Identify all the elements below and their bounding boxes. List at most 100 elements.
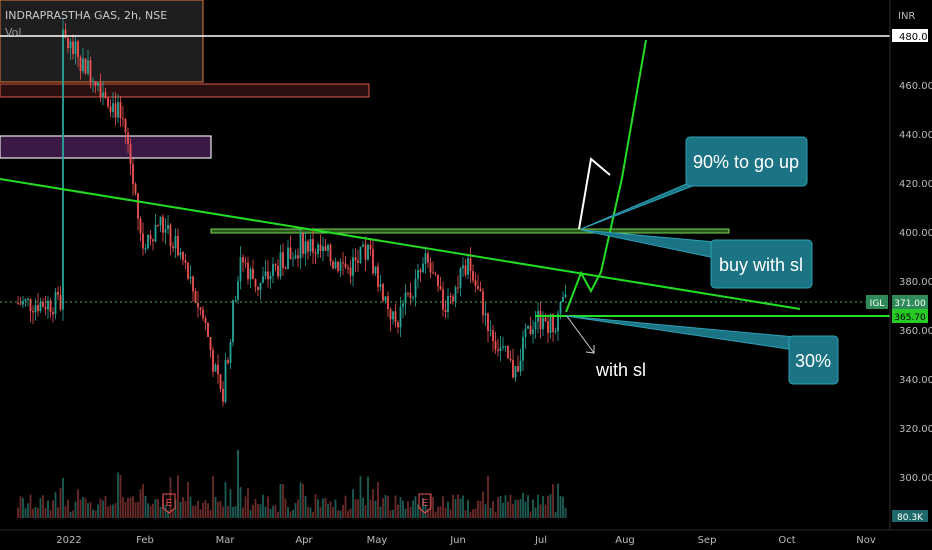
candle-body <box>437 274 439 287</box>
volume-bar <box>84 498 87 518</box>
candle-body <box>204 318 207 323</box>
candle-body <box>234 299 237 301</box>
volume-value-tag <box>892 510 928 522</box>
time-tick-label: Mar <box>216 535 236 546</box>
candle-body <box>379 284 382 287</box>
candle-body <box>397 322 399 328</box>
candle-body <box>499 347 502 351</box>
candle-body <box>137 193 139 219</box>
candle-body <box>164 229 167 233</box>
volume-bar <box>152 503 154 518</box>
candle-body <box>542 317 544 330</box>
volume-bar <box>297 499 299 518</box>
volume-bar <box>312 511 314 518</box>
candle-body <box>274 264 277 266</box>
candle-body <box>112 103 114 112</box>
candle-body <box>272 264 274 276</box>
volume-bar <box>64 506 67 518</box>
symbol-title: INDRAPRASTHA GAS, 2h, NSE <box>5 9 168 22</box>
volume-bar <box>324 497 327 518</box>
candle-body <box>344 263 347 268</box>
volume-bar <box>192 505 194 518</box>
volume-bar <box>449 509 452 518</box>
candle-body <box>432 272 434 274</box>
candle-body <box>22 300 24 305</box>
candle-body <box>452 296 454 302</box>
candle-body <box>514 366 517 378</box>
callout-buy-with-sl[interactable]: buy with sl <box>580 229 813 289</box>
volume-bar <box>459 498 462 518</box>
volume-bar <box>384 494 387 518</box>
volume-profile-box <box>0 0 204 83</box>
volume-bar <box>97 504 99 518</box>
volume-bar <box>32 508 34 518</box>
volume-bar <box>52 500 54 518</box>
volume-bar <box>219 500 222 518</box>
volume-bar <box>267 496 269 518</box>
volume-bar <box>284 498 287 518</box>
candle-body <box>249 268 252 280</box>
candle-body <box>502 346 504 348</box>
candle-body <box>54 291 57 315</box>
volume-bar <box>209 510 212 518</box>
volume-bar <box>327 504 329 518</box>
candle-body <box>279 252 282 277</box>
time-tick-label: Aug <box>615 535 635 546</box>
callout-90-up-text: 90% to go up <box>693 152 799 172</box>
callout-90-up[interactable]: 90% to go up <box>580 136 808 230</box>
volume-bar <box>517 499 519 518</box>
candle-body <box>139 218 142 234</box>
candle-body <box>407 292 409 294</box>
candle-body <box>467 258 469 275</box>
volume-bar <box>379 506 382 518</box>
volume-bar <box>442 496 444 518</box>
volume-bar <box>109 505 112 518</box>
candle-body <box>532 329 534 335</box>
volume-bar <box>49 510 52 518</box>
candle-body <box>534 321 537 330</box>
volume-bar <box>74 501 77 518</box>
volume-bar <box>82 497 84 518</box>
volume-bar <box>447 501 449 518</box>
volume-bar <box>334 499 337 518</box>
volume-bar <box>99 498 102 518</box>
candle-body <box>479 288 482 292</box>
candle-body <box>552 314 554 332</box>
candle-body <box>359 246 362 263</box>
candle-body <box>189 276 192 279</box>
candle-body <box>392 311 394 320</box>
candle-body <box>202 309 204 319</box>
candle-body <box>232 300 234 343</box>
volume-bar <box>344 495 347 518</box>
candle-body <box>337 261 339 271</box>
candle-body <box>367 244 369 260</box>
volume-bar <box>329 501 332 518</box>
candle-body <box>199 307 202 310</box>
callout-30[interactable]: 30% <box>565 315 839 385</box>
volume-bar <box>317 499 319 518</box>
earnings-marker-feb[interactable]: E <box>162 493 176 514</box>
price-axis[interactable]: INR 480.05 460.00 440.00 420.00 400.00 380.00… <box>866 0 932 530</box>
time-axis[interactable]: 2022 Feb Mar Apr May Jun Jul Aug Sep Oct Nov <box>0 529 932 550</box>
volume-bar <box>309 507 312 518</box>
candle-body <box>187 262 189 279</box>
volume-bar <box>164 505 167 518</box>
candle-body <box>297 255 299 259</box>
volume-bar <box>509 494 512 518</box>
volume-bar <box>564 507 567 518</box>
volume-bar <box>89 501 92 518</box>
earnings-marker-may[interactable]: E <box>418 493 432 514</box>
candle-body <box>74 41 77 54</box>
volume-bar <box>354 499 357 518</box>
volume-bar <box>464 510 467 518</box>
volume-bar <box>222 506 224 518</box>
candle-body <box>424 253 427 264</box>
time-tick-label: Jun <box>449 535 466 546</box>
callout-30-text: 30% <box>795 351 831 371</box>
candle-body <box>557 313 559 332</box>
volume-bar <box>197 500 199 518</box>
candle-body <box>504 346 507 348</box>
volume-bar <box>237 450 239 518</box>
candle-body <box>242 257 244 263</box>
